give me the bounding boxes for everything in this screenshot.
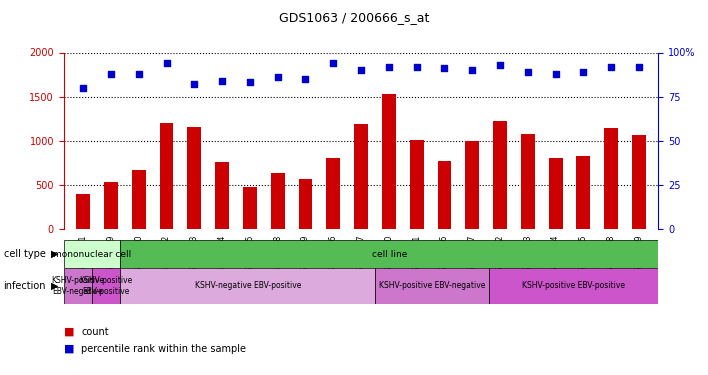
Bar [410,140,423,229]
Bar [188,128,201,229]
Text: ▶: ▶ [51,281,59,291]
Point [439,65,450,71]
Text: cell line: cell line [372,250,407,259]
Point [77,85,88,91]
Point [355,67,367,73]
Text: count: count [81,327,109,337]
Point [217,78,228,84]
Text: infection: infection [4,281,46,291]
Point [411,64,423,70]
Bar [270,173,285,229]
Point [188,81,200,87]
Bar [382,94,396,229]
Point [133,70,144,76]
Text: ■: ■ [64,327,74,337]
Point [605,64,617,70]
Text: KSHV-positive
EBV-negative: KSHV-positive EBV-negative [51,276,105,296]
Point [244,80,256,86]
Bar [92,268,120,304]
Text: KSHV-positive EBV-negative: KSHV-positive EBV-negative [379,281,485,290]
Point [634,64,645,70]
Bar [604,128,618,229]
Text: mononuclear cell: mononuclear cell [53,250,131,259]
Bar [104,182,118,229]
Bar [489,268,658,304]
Point [272,74,283,80]
Bar [243,188,257,229]
Text: ▶: ▶ [51,249,59,259]
Bar [549,158,563,229]
Bar [299,178,312,229]
Text: ■: ■ [64,344,74,354]
Point [523,69,534,75]
Bar [465,141,479,229]
Bar [215,162,229,229]
Text: KSHV-positive
EBV-positive: KSHV-positive EBV-positive [79,276,133,296]
Point [467,67,478,73]
Point [494,62,506,68]
Bar [576,156,590,229]
Point [328,60,339,66]
Text: KSHV-positive EBV-positive: KSHV-positive EBV-positive [522,281,625,290]
Bar [375,268,489,304]
Bar [521,135,535,229]
Bar [354,124,368,229]
Point [105,70,117,76]
Text: GDS1063 / 200666_s_at: GDS1063 / 200666_s_at [279,11,429,24]
Bar [64,268,92,304]
Bar [493,121,507,229]
Point [550,70,561,76]
Bar [632,135,646,229]
Bar [64,240,120,268]
Text: cell type: cell type [4,249,45,259]
Bar [120,268,375,304]
Bar [326,158,341,229]
Point [299,76,311,82]
Bar [438,161,452,229]
Point [161,60,172,66]
Text: percentile rank within the sample: percentile rank within the sample [81,344,246,354]
Bar [159,123,173,229]
Bar [132,170,146,229]
Bar [76,194,90,229]
Point [383,64,394,70]
Point [578,69,589,75]
Text: KSHV-negative EBV-positive: KSHV-negative EBV-positive [195,281,301,290]
